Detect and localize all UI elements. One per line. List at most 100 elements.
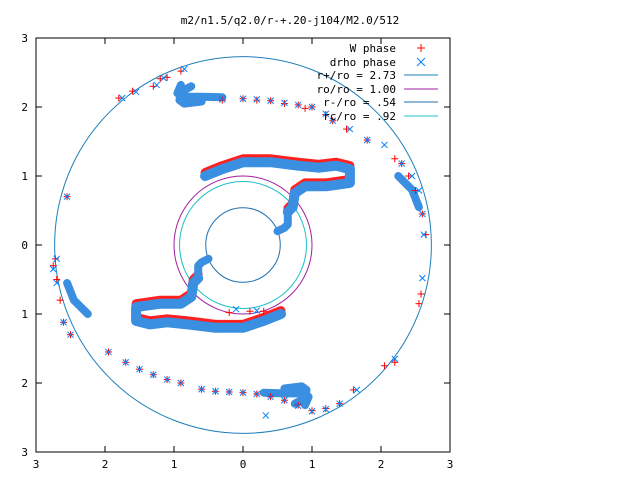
drho-phase-point	[212, 387, 219, 395]
arm-outer-left	[63, 279, 92, 318]
drho-phase-point	[177, 379, 185, 387]
x-tick-label: 1	[171, 458, 178, 471]
drho-phase-point	[160, 74, 168, 82]
drho-phase-point	[153, 81, 161, 89]
legend-label-r-plus: r+/ro = 2.73	[317, 69, 396, 82]
circle-0.54	[205, 207, 281, 283]
x-tick-label: 2	[378, 458, 385, 471]
drho-phase-point	[363, 136, 371, 144]
drho-phase-point	[415, 187, 423, 194]
drho-phase-point	[294, 101, 302, 109]
y-tick-label: 2	[21, 377, 28, 390]
drho-phase-point	[308, 103, 316, 111]
drho-phase-point	[53, 279, 61, 287]
drho-phase-point	[353, 386, 361, 394]
drho-phase-point	[49, 265, 57, 273]
y-tick-label: 0	[21, 239, 28, 252]
drho-phase-point	[225, 388, 233, 396]
drho-phase-point	[294, 402, 302, 410]
drho-phase-point	[419, 274, 426, 282]
drho-phase-point	[408, 172, 416, 180]
spiral-bands	[63, 80, 423, 410]
legend-label-r-minus: r-/ro = .54	[323, 96, 396, 109]
w-phase-point	[343, 125, 350, 133]
drho-phase-point	[253, 96, 261, 103]
legend-label-drho-phase: drho phase	[330, 56, 396, 69]
y-tick-label: 1	[21, 170, 28, 183]
legend-marker-drho-phase	[416, 57, 426, 67]
drho-phase-point	[149, 371, 157, 379]
w-phase-point	[177, 67, 185, 75]
drho-phase-point	[63, 193, 71, 201]
drho-phase-point	[346, 125, 354, 133]
circle-1	[173, 175, 313, 315]
drho-phase-point	[398, 160, 406, 167]
y-tick-label: 1	[21, 308, 28, 321]
x-tick-label: 3	[447, 458, 454, 471]
legend-label-rc: rc/ro = .92	[323, 110, 396, 123]
arm-outer-br	[280, 382, 311, 408]
legend-marker-w-phase	[417, 44, 425, 52]
chart-title: m2/n1.5/q2.0/r-+.20-j104/M2.0/512	[181, 14, 400, 27]
arm-lower-drho	[131, 273, 286, 333]
x-tick-label: 1	[309, 458, 316, 471]
drho-phase-point	[322, 110, 330, 118]
drho-phase-point	[180, 65, 188, 73]
w-phase-point	[225, 309, 233, 317]
w-phase-point	[349, 386, 357, 394]
series-points	[49, 65, 430, 419]
w-phase-point	[53, 276, 61, 283]
w-phase-point	[412, 186, 419, 194]
drho-phase-point	[322, 405, 330, 413]
x-tick-label: 0	[240, 458, 247, 471]
arm-outer-right	[394, 172, 423, 212]
w-phase-point	[246, 307, 254, 315]
circle-2.73	[54, 56, 432, 434]
arm-upper-drho	[200, 157, 355, 217]
w-phase-point	[391, 358, 399, 366]
y-tick-label: 2	[21, 101, 28, 114]
drho-phase-point	[281, 99, 288, 107]
w-phase-point	[301, 104, 309, 112]
drho-phase-point	[118, 94, 126, 102]
arm-inner-left	[194, 254, 213, 281]
drho-phase-point	[262, 412, 270, 419]
x-tick-label: 2	[102, 458, 109, 471]
drho-phase-point	[239, 95, 247, 103]
arm-inner-right	[273, 209, 292, 236]
drho-phase-point	[105, 348, 112, 356]
drho-phase-point	[308, 407, 316, 415]
drho-phase-point	[60, 318, 67, 326]
legend-label-w-phase: W phase	[350, 42, 396, 55]
w-phase-point	[115, 94, 123, 102]
drho-phase-point	[198, 385, 205, 393]
drho-phase-point	[136, 365, 143, 373]
drho-phase-point	[267, 393, 274, 401]
drho-phase-point	[336, 400, 343, 408]
drho-phase-point	[122, 358, 130, 366]
legend-label-ro: ro/ro = 1.00	[317, 83, 396, 96]
x-tick-label: 3	[33, 458, 40, 471]
drho-phase-point	[253, 307, 261, 314]
drho-phase-point	[420, 231, 428, 239]
w-phase-point	[51, 255, 59, 263]
drho-phase-point	[67, 331, 74, 339]
legend: W phase drho phase r+/ro = 2.73 ro/ro = …	[317, 42, 438, 123]
y-tick-label: 3	[21, 446, 28, 459]
w-phase-point	[380, 362, 388, 370]
drho-phase-point	[253, 390, 261, 398]
drho-phase-point	[232, 305, 240, 313]
drho-phase-point	[239, 389, 247, 397]
w-phase-point	[260, 307, 268, 315]
drho-phase-point	[391, 355, 399, 363]
w-phase-point	[391, 155, 399, 163]
drho-phase-point	[281, 396, 288, 404]
drho-phase-point	[267, 97, 274, 105]
drho-phase-point	[132, 88, 140, 96]
arm-outer-tl	[175, 82, 206, 108]
circle-0.92	[179, 181, 307, 309]
w-phase-point	[405, 172, 413, 180]
drho-phase-point	[381, 141, 388, 149]
